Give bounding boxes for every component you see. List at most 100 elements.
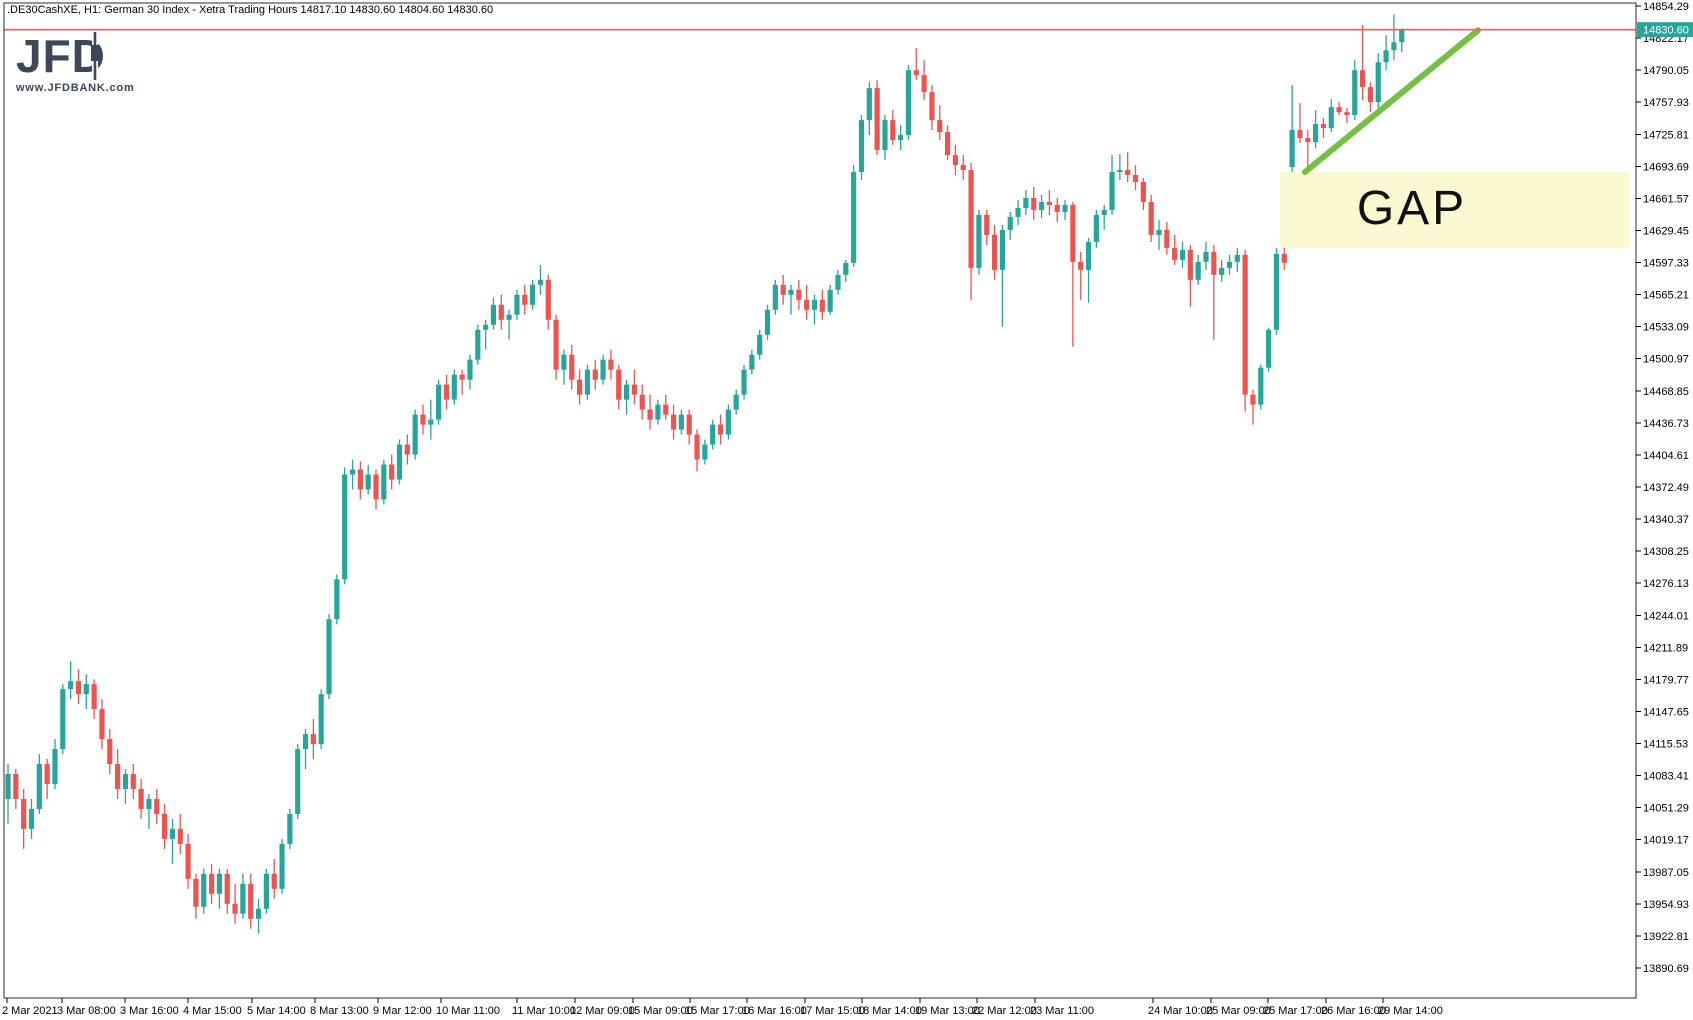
candle <box>639 394 645 410</box>
candle <box>811 299 818 310</box>
price-tick-label: 13954.93 <box>1643 899 1689 911</box>
candle <box>561 354 567 370</box>
candle <box>898 135 904 141</box>
candle <box>1336 107 1342 113</box>
candle <box>1148 201 1154 235</box>
candle <box>295 749 301 814</box>
candle <box>1211 251 1217 275</box>
candle <box>193 878 199 907</box>
jfd-logo: JFD www.JFDBANK.com <box>16 30 134 94</box>
candle <box>780 284 786 295</box>
candle <box>208 873 215 894</box>
candle <box>1187 249 1193 280</box>
candle <box>451 374 457 400</box>
candle <box>710 424 716 445</box>
candle <box>569 354 575 380</box>
candle <box>279 843 285 889</box>
candle <box>851 172 857 263</box>
candle <box>404 444 410 455</box>
candle <box>271 873 277 889</box>
price-tick-label: 14468.85 <box>1643 386 1689 398</box>
candle <box>1125 170 1131 176</box>
candle <box>631 384 637 395</box>
candle <box>60 689 66 750</box>
candle <box>1023 197 1029 208</box>
candle <box>890 120 896 141</box>
price-tick-label: 14276.13 <box>1643 578 1689 590</box>
time-tick-label: 23 Mar 11:00 <box>1030 1005 1094 1017</box>
time-tick-label: 12 Mar 09:00 <box>570 1005 635 1017</box>
candle <box>764 309 771 335</box>
candle <box>749 354 755 370</box>
price-tick-label: 14725.81 <box>1643 129 1689 141</box>
candle <box>1367 87 1374 103</box>
candle <box>522 294 528 305</box>
candle <box>122 774 129 789</box>
time-tick-label: 4 Mar 15:00 <box>183 1005 242 1017</box>
candle <box>1179 249 1186 260</box>
candle <box>757 334 763 355</box>
candle <box>1305 138 1311 143</box>
candle <box>1281 253 1287 263</box>
candle <box>1054 204 1060 212</box>
candle <box>600 359 606 380</box>
plot-border <box>3 2 1637 999</box>
candle <box>185 843 191 879</box>
price-tick-label: 14404.61 <box>1643 450 1689 462</box>
candle <box>1273 253 1280 330</box>
time-tick-label: 26 Mar 16:00 <box>1321 1005 1386 1017</box>
price-tick-label: 14051.29 <box>1643 803 1689 815</box>
time-tick-label: 3 Mar 16:00 <box>120 1005 179 1017</box>
jfd-logo-text: JFD <box>16 30 106 82</box>
candle <box>1062 204 1068 212</box>
candle <box>1344 112 1350 116</box>
candle <box>1117 170 1123 173</box>
candle <box>1226 261 1233 268</box>
candle <box>475 329 481 360</box>
candle <box>373 474 379 500</box>
price-tick-label: 14565.21 <box>1643 290 1689 302</box>
candle <box>686 414 692 435</box>
candle <box>1399 29 1405 43</box>
price-tick-label: 14597.33 <box>1643 258 1689 270</box>
candle <box>584 369 591 395</box>
candle <box>490 304 497 325</box>
price-tick-label: 14244.01 <box>1643 610 1689 622</box>
time-tick-label: 19 Mar 13:00 <box>915 1005 980 1017</box>
candle <box>670 414 677 430</box>
candle <box>1313 124 1319 143</box>
candle <box>349 469 356 475</box>
candle <box>138 788 144 809</box>
candle <box>381 464 387 500</box>
chart-title: .DE30CashXE, H1: German 30 Index - Xetra… <box>7 4 494 16</box>
candle <box>874 88 880 151</box>
time-tick-label: 16 Mar 16:00 <box>742 1005 807 1017</box>
candle <box>1015 207 1021 217</box>
candle <box>827 289 833 312</box>
price-tick-label: 14308.25 <box>1643 546 1689 558</box>
candle <box>545 279 551 320</box>
price-tick-label: 14372.49 <box>1643 482 1689 494</box>
candle <box>326 619 332 695</box>
candle <box>1203 251 1209 262</box>
price-tick-label: 14533.09 <box>1643 322 1689 334</box>
candle <box>1046 201 1052 205</box>
candle <box>835 274 841 290</box>
time-tick-label: 25 Mar 09:00 <box>1206 1005 1271 1017</box>
trendline[interactable] <box>1302 27 1481 176</box>
candle <box>1328 107 1334 129</box>
time-tick-label: 2 Mar 2021 <box>2 1005 58 1017</box>
candle <box>999 229 1006 270</box>
gap-box[interactable] <box>1280 172 1629 248</box>
price-tick-label: 14179.77 <box>1643 674 1689 686</box>
candle <box>905 70 912 136</box>
candle <box>1258 367 1264 405</box>
candle <box>788 289 794 295</box>
candle <box>772 284 778 310</box>
candle <box>702 444 708 460</box>
candle <box>389 464 395 480</box>
time-tick-label: 9 Mar 12:00 <box>373 1005 432 1017</box>
candle <box>1132 175 1139 182</box>
candle <box>443 384 450 400</box>
